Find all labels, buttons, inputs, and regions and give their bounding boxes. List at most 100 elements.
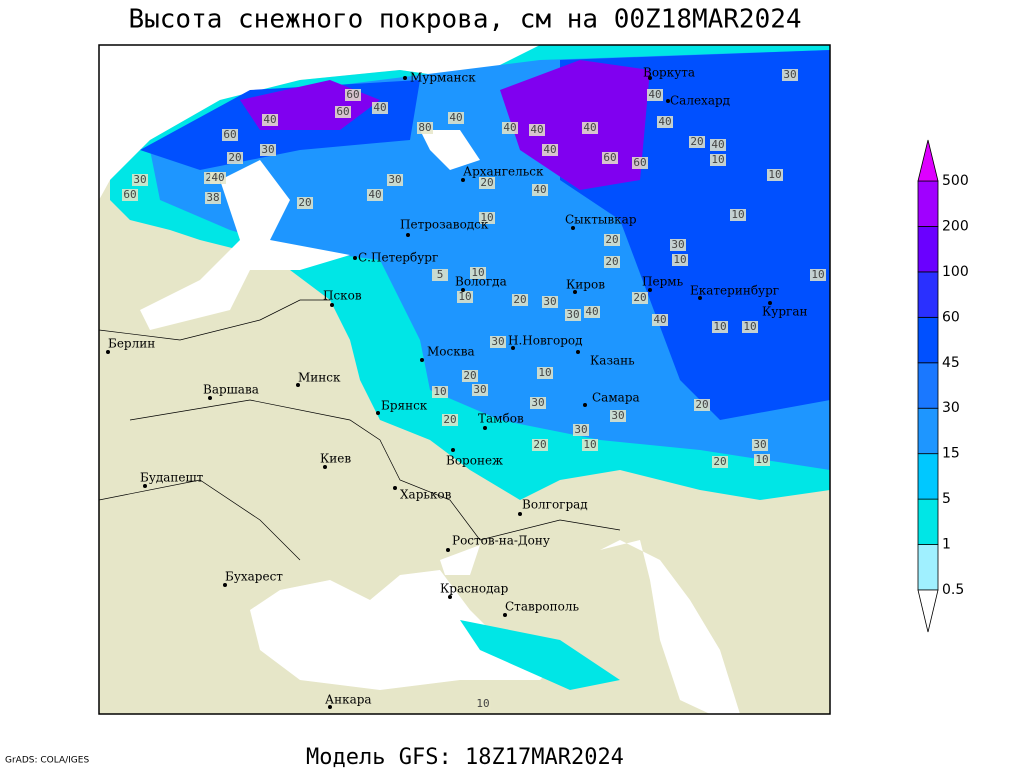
contour-label: 10 xyxy=(471,266,484,279)
contour-label: 10 xyxy=(476,697,489,710)
city-label: Салехард xyxy=(670,94,730,108)
city-dot xyxy=(518,512,522,516)
colorbar-box xyxy=(917,180,939,227)
contour-label: 40 xyxy=(263,113,276,126)
contour-label-bg xyxy=(472,384,488,396)
contour-label-bg xyxy=(132,174,148,186)
contour-label: 30 xyxy=(783,68,796,81)
city-label: Н.Новгород xyxy=(508,334,583,348)
city-label: Архангельск xyxy=(463,165,544,179)
city-dot xyxy=(461,178,465,182)
contour-label-bg xyxy=(582,122,598,134)
colorbar-label: 60 xyxy=(942,309,960,325)
contour-label: 30 xyxy=(566,308,579,321)
city-label: Петрозаводск xyxy=(400,218,489,232)
contour-label: 10 xyxy=(731,208,744,221)
contour-label: 10 xyxy=(711,153,724,166)
contour-label-bg xyxy=(210,172,226,184)
baltic-sea xyxy=(140,160,350,330)
city-dot xyxy=(328,705,332,709)
contour-label-bg xyxy=(122,189,138,201)
colorbar-label: 15 xyxy=(942,446,960,462)
contour-label: 40 xyxy=(658,115,671,128)
city-label: Воронеж xyxy=(446,454,503,468)
contour-label-bg xyxy=(670,239,686,251)
city-label: Берлин xyxy=(108,337,155,351)
contour-label-bg xyxy=(752,439,768,451)
contour-label-bg xyxy=(782,69,798,81)
colorbar-label: 45 xyxy=(942,355,960,371)
contour-label: 10 xyxy=(811,268,824,281)
city-label: Минск xyxy=(298,371,341,385)
city-label: Брянск xyxy=(381,399,428,413)
city-dot xyxy=(376,411,380,415)
contour-label: 20 xyxy=(533,438,546,451)
city-dot xyxy=(323,465,327,469)
city-label: Варшава xyxy=(203,383,259,397)
contour-label-bg xyxy=(584,306,600,318)
city-label: Пермь xyxy=(642,275,684,289)
contour-label: 20 xyxy=(695,398,708,411)
contour-label: 20 xyxy=(633,291,646,304)
contour-label: 10 xyxy=(743,320,756,333)
colorbar-label: 500 xyxy=(942,173,969,189)
city-dot xyxy=(451,448,455,452)
city-dot xyxy=(648,76,652,80)
contour-label: 10 xyxy=(458,290,471,303)
contour-label-bg xyxy=(672,254,688,266)
contour-label-bg xyxy=(475,698,491,710)
city-label: Курган xyxy=(762,305,807,319)
borders xyxy=(99,299,621,561)
city-dot xyxy=(503,613,507,617)
ocean xyxy=(99,45,540,200)
city-dot xyxy=(461,288,465,292)
city-dot xyxy=(648,288,652,292)
border xyxy=(479,519,621,541)
contour-label: 30 xyxy=(574,423,587,436)
contour-label-bg xyxy=(542,144,558,156)
contour-label-bg xyxy=(345,89,361,101)
city-dot xyxy=(666,99,670,103)
contour-label-bg xyxy=(657,116,673,128)
city-dot xyxy=(353,256,357,260)
contour-label: 10 xyxy=(433,385,446,398)
border xyxy=(129,399,481,541)
contour-label: 40 xyxy=(449,111,462,124)
city-dot xyxy=(698,296,702,300)
city-dot xyxy=(296,383,300,387)
border xyxy=(99,299,330,341)
white-sea xyxy=(420,130,480,170)
contour-label-bg xyxy=(632,157,648,169)
colorbar-over xyxy=(917,139,939,182)
contour-label: 20 xyxy=(480,176,493,189)
contour-label-bg xyxy=(632,292,648,304)
contour-label-bg xyxy=(222,129,238,141)
contour-label-bg xyxy=(710,154,726,166)
contour-label-bg xyxy=(565,309,581,321)
city-label: Вологда xyxy=(455,275,507,289)
contour-label-bg xyxy=(730,209,746,221)
city-label: Самара xyxy=(592,391,640,405)
contour-label: 60 xyxy=(633,156,646,169)
contour-label-bg xyxy=(694,399,710,411)
sea-of-azov xyxy=(440,545,480,575)
colorbar-label: 5 xyxy=(942,491,951,507)
contour-label-bg xyxy=(537,367,553,379)
city-dot xyxy=(393,486,397,490)
city-dot xyxy=(143,484,147,488)
contour-label: 60 xyxy=(346,88,359,101)
contour-label-bg xyxy=(710,139,726,151)
contour-label: 60 xyxy=(336,105,349,118)
contour-label: 10 xyxy=(480,211,493,224)
contour-label-bg xyxy=(479,212,495,224)
contour-label: 20 xyxy=(713,455,726,468)
contour-label: 40 xyxy=(543,143,556,156)
black-sea xyxy=(250,570,560,690)
city-label: Киев xyxy=(320,452,351,466)
city-dot xyxy=(106,350,110,354)
city-label: Волгоград xyxy=(522,498,588,512)
contour-label: 10 xyxy=(583,438,596,451)
contour-label-bg xyxy=(712,456,728,468)
contour-label-bg xyxy=(742,321,758,333)
